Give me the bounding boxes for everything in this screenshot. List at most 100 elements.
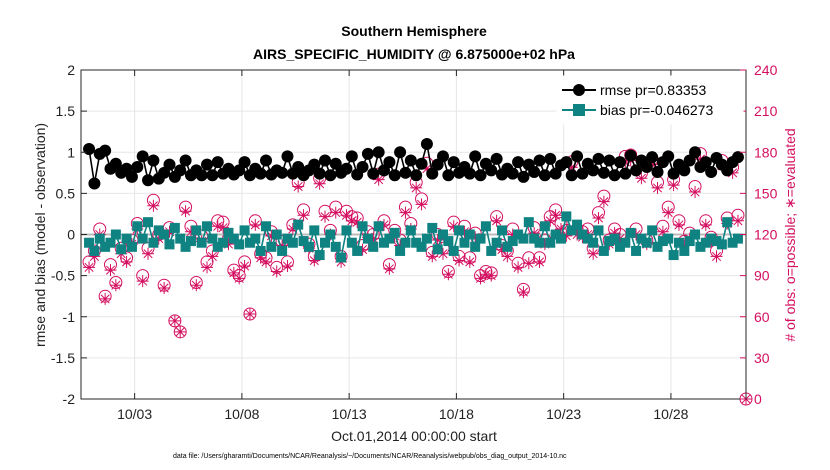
bias-point: [239, 225, 250, 236]
bias-point: [84, 237, 95, 248]
obs-evaluated-point: [415, 198, 428, 211]
obs-evaluated-point: [533, 255, 546, 268]
obs-evaluated-point: [99, 292, 112, 305]
y-right-axis-tick-labels: 0 30 60 90 120 150 180 210 240: [754, 62, 778, 407]
rmse-point: [447, 156, 460, 169]
bias-point: [282, 233, 293, 244]
bias-point: [202, 221, 213, 232]
rmse-point: [345, 150, 358, 163]
bias-point: [432, 244, 443, 255]
bias-point: [255, 245, 266, 256]
obs-evaluated-point: [517, 286, 530, 299]
legend-bias-marker: [573, 104, 585, 116]
obs-evaluated-point: [490, 214, 503, 227]
bias-point: [539, 221, 550, 232]
y-right-tick-label: 150: [754, 185, 778, 201]
chart-title: Southern Hemisphere: [341, 23, 487, 39]
bias-point: [491, 237, 502, 248]
obs-evaluated-point: [206, 250, 219, 263]
bias-point: [336, 252, 347, 263]
obs-evaluated-point: [179, 205, 192, 218]
obs-evaluated-point: [394, 239, 407, 252]
rmse-point: [630, 164, 643, 177]
bias-point: [437, 229, 448, 240]
obs-evaluated-point: [211, 220, 224, 233]
obs-evaluated-point: [222, 238, 235, 251]
bias-point: [148, 237, 159, 248]
obs-evaluated-point: [319, 210, 332, 223]
obs-evaluated-point: [528, 227, 541, 240]
bias-point: [652, 241, 663, 252]
bias-point: [277, 245, 288, 256]
bias-point: [732, 233, 743, 244]
rmse-point: [281, 150, 294, 163]
obs-evaluated-point: [163, 225, 176, 238]
rmse-point: [678, 164, 691, 177]
bias-point: [218, 237, 229, 248]
bias-point: [384, 233, 395, 244]
rmse-point: [436, 150, 449, 163]
rmse-point: [211, 156, 224, 169]
rmse-point: [613, 156, 626, 169]
obs-evaluated-point: [597, 195, 610, 208]
bias-point: [486, 245, 497, 256]
bias-point: [545, 237, 556, 248]
rmse-point: [415, 157, 428, 170]
bias-point: [357, 221, 368, 232]
bias-point: [475, 233, 486, 244]
rmse-point: [597, 166, 610, 179]
obs-evaluated-point: [351, 216, 364, 229]
bias-point: [641, 237, 652, 248]
obs-evaluated-point: [538, 238, 551, 251]
rmse-point: [329, 157, 342, 170]
x-axis-tick-labels: 10/03 10/08 10/13 10/18 10/23 10/28: [117, 406, 689, 422]
rmse-point: [399, 166, 412, 179]
obs-evaluated-point: [554, 223, 567, 236]
bias-point: [577, 229, 588, 240]
rmse-point: [667, 167, 680, 180]
bias-point: [588, 237, 599, 248]
rmse-point: [603, 154, 616, 167]
bias-point: [668, 250, 679, 261]
obs-evaluated-point: [474, 272, 487, 285]
rmse-point: [179, 154, 192, 167]
rmse-point: [420, 138, 433, 151]
y-right-axis-label: # of obs: o=possible; ∗=evaluated: [782, 128, 798, 341]
x-tick-label: 10/28: [653, 406, 688, 422]
obs-evaluated-point: [485, 269, 498, 282]
bias-point: [362, 233, 373, 244]
bias-point: [185, 236, 196, 247]
bias-point: [443, 236, 454, 247]
bias-point: [555, 233, 566, 244]
bias-point: [464, 229, 475, 240]
rmse-point: [313, 167, 326, 180]
rmse-point: [699, 156, 712, 169]
rmse-point: [608, 169, 621, 182]
bias-point: [303, 241, 314, 252]
bias-point: [330, 241, 341, 252]
obs-evaluated-point: [635, 172, 648, 185]
bias-point: [647, 225, 658, 236]
obs-evaluated-point: [656, 225, 669, 238]
obs-evaluated-point: [410, 181, 423, 194]
rmse-point: [576, 167, 589, 180]
bias-point: [121, 233, 132, 244]
y-right-tick-label: 30: [754, 350, 770, 366]
bias-point: [379, 237, 390, 248]
bias-point: [513, 229, 524, 240]
bias-point: [480, 221, 491, 232]
x-tick-label: 10/23: [546, 406, 581, 422]
bias-point: [421, 233, 432, 244]
rmse-point: [528, 165, 541, 178]
obs-evaluated-point: [667, 179, 680, 192]
obs-evaluated-point: [436, 247, 449, 260]
obs-evaluated-point: [367, 232, 380, 245]
legend: rmse pr=0.83353 bias pr=-0.046273: [556, 75, 744, 125]
rmse-point: [361, 147, 374, 160]
obs-evaluated-point: [158, 281, 171, 294]
rmse-point: [538, 169, 551, 182]
bias-point: [191, 225, 202, 236]
bias-point: [470, 241, 481, 252]
y-right-tick-label: 120: [754, 227, 778, 243]
obs-evaluated-point: [447, 220, 460, 233]
